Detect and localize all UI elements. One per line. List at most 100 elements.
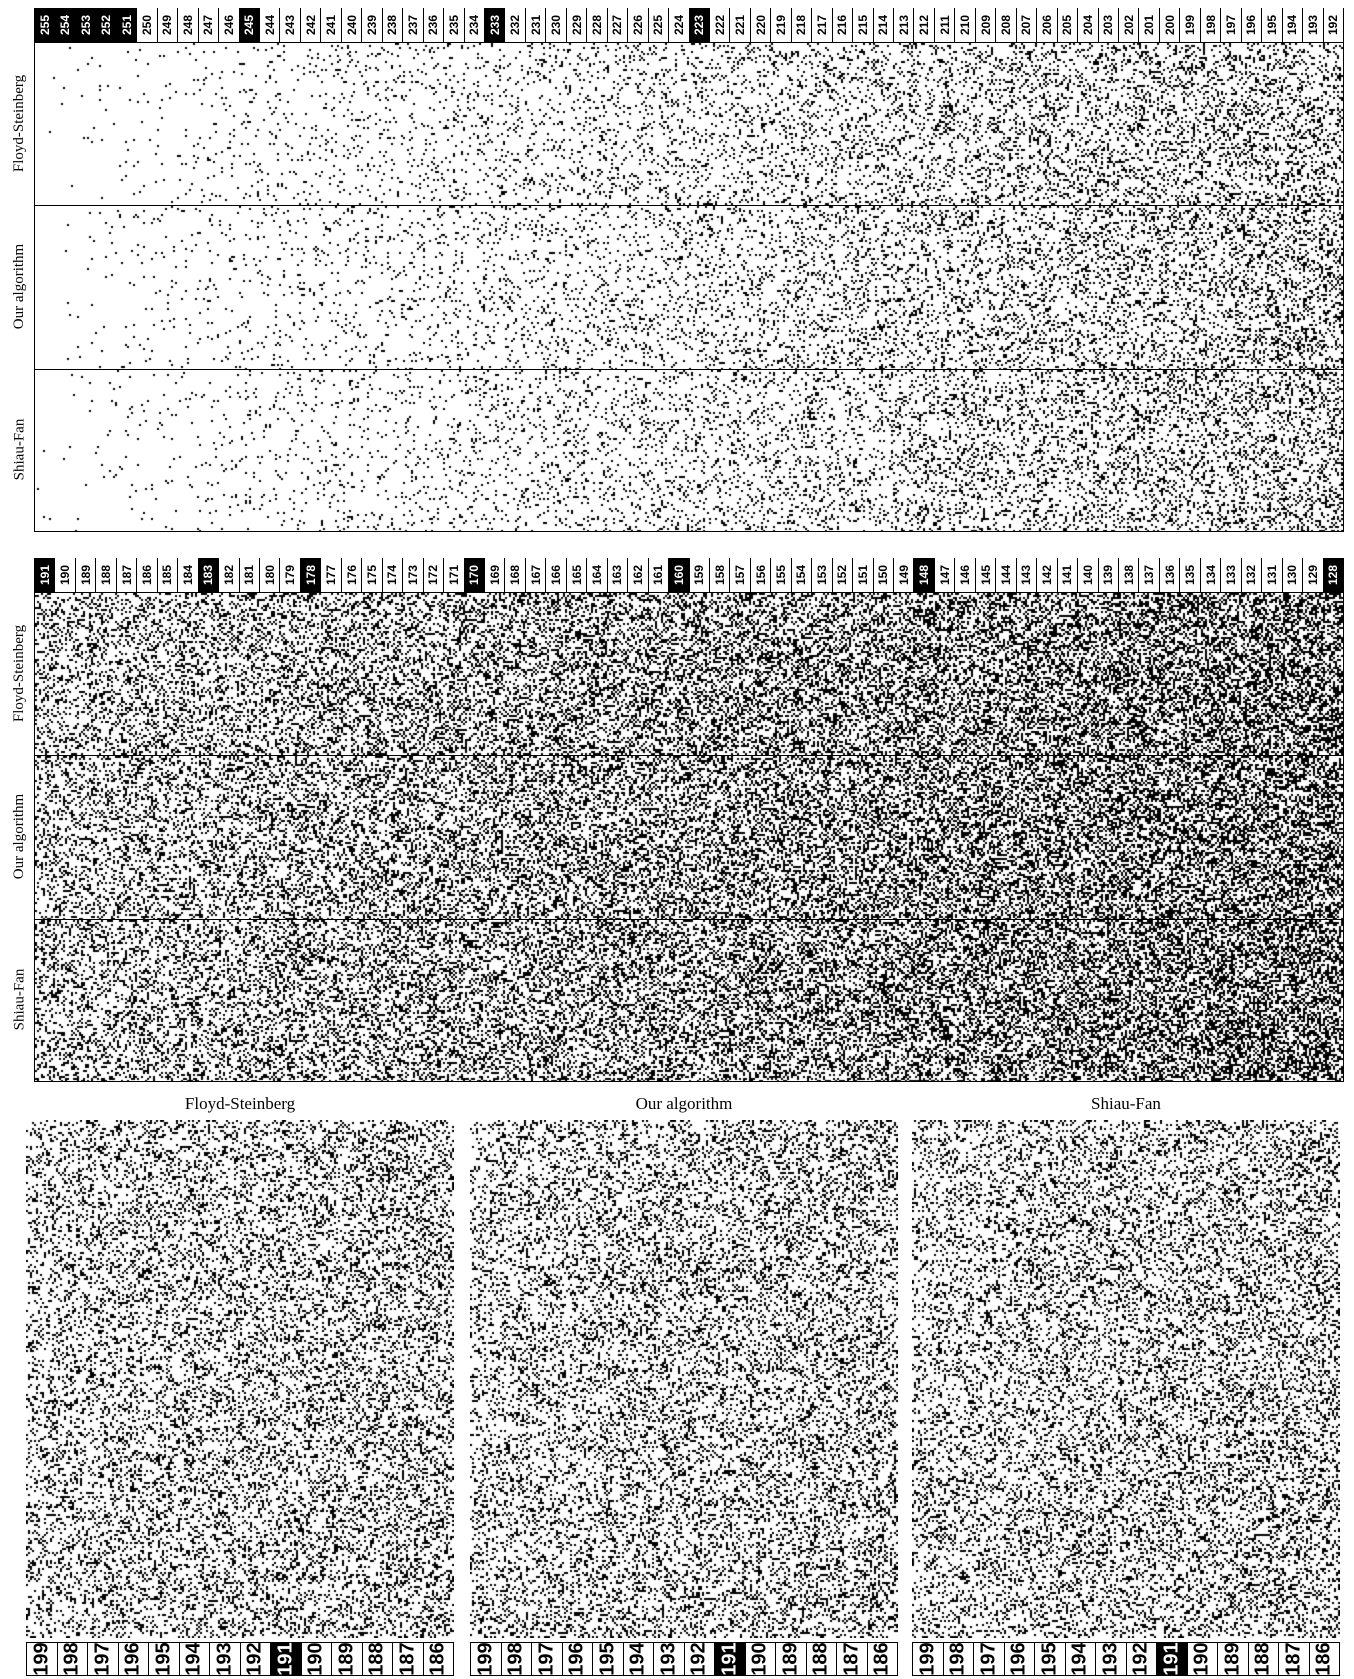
top-level-231: 231: [525, 8, 547, 42]
top-level-label: 196: [1244, 14, 1259, 36]
middle-level-184: 184: [178, 558, 199, 592]
middle-level-144: 144: [996, 558, 1017, 592]
top-level-253: 253: [75, 8, 97, 42]
top-level-247: 247: [198, 8, 220, 42]
bottom-level-label: 198: [60, 1642, 83, 1676]
zoom-dither-shiau-fan: [912, 1120, 1340, 1638]
bottom-level-192: 192: [240, 1642, 271, 1676]
middle-level-label: 174: [385, 564, 400, 586]
bottom-level-198: 198: [501, 1642, 532, 1676]
bottom-level-194: 194: [179, 1642, 210, 1676]
middle-level-label: 179: [283, 564, 298, 586]
middle-level-143: 143: [1016, 558, 1038, 592]
middle-level-187: 187: [116, 558, 138, 592]
top-level-label: 224: [671, 14, 686, 36]
top-dither-area: [34, 42, 1344, 532]
bottom-level-label: 193: [657, 1642, 680, 1676]
top-level-216: 216: [832, 8, 854, 42]
middle-level-label: 184: [180, 564, 195, 586]
bottom-level-199: 199: [26, 1642, 58, 1676]
bottom-level-191: 191: [271, 1642, 302, 1676]
middle-level-label: 139: [1101, 564, 1116, 586]
top-level-199: 199: [1180, 8, 1201, 42]
bottom-level-193: 193: [1096, 1642, 1127, 1676]
top-level-label: 197: [1224, 14, 1238, 36]
bottom-level-197: 197: [88, 1642, 119, 1676]
top-level-229: 229: [566, 8, 588, 42]
bottom-level-label: 191: [274, 1642, 297, 1676]
middle-level-178: 178: [300, 558, 322, 592]
top-level-label: 247: [201, 14, 216, 36]
bottom-level-186: 186: [867, 1642, 898, 1676]
top-level-label: 222: [712, 14, 727, 36]
top-level-206: 206: [1037, 8, 1058, 42]
top-dither-floyd-steinberg: [35, 43, 1343, 205]
middle-level-155: 155: [771, 558, 792, 592]
middle-level-148: 148: [914, 558, 935, 592]
top-level-label: 195: [1264, 14, 1279, 36]
top-level-label: 246: [221, 14, 236, 36]
middle-level-label: 151: [855, 564, 870, 586]
bottom-level-strip-floyd-steinberg: 199 198 197 196 195 194 193 192 191 190 189 188 187 1…: [26, 1642, 454, 1676]
top-dither-shiau-fan: [35, 370, 1343, 531]
bottom-level-label: 192: [687, 1642, 710, 1676]
top-level-label: 210: [958, 14, 973, 36]
middle-level-label: 178: [303, 564, 318, 586]
top-level-227: 227: [607, 8, 629, 42]
top-level-201: 201: [1139, 8, 1160, 42]
middle-level-189: 189: [75, 558, 97, 592]
middle-level-181: 181: [239, 558, 260, 592]
top-level-236: 236: [423, 8, 445, 42]
middle-level-177: 177: [321, 558, 342, 592]
middle-level-146: 146: [955, 558, 976, 592]
bottom-level-label: 187: [1282, 1642, 1305, 1676]
top-level-219: 219: [771, 8, 792, 42]
top-level-238: 238: [382, 8, 404, 42]
middle-level-165: 165: [566, 558, 588, 592]
middle-level-134: 134: [1200, 558, 1222, 592]
bottom-level-label: 195: [152, 1642, 175, 1676]
bottom-level-label: 198: [946, 1642, 969, 1676]
middle-level-188: 188: [96, 558, 117, 592]
bottom-level-label: 190: [748, 1642, 771, 1676]
top-level-198: 198: [1200, 8, 1222, 42]
middle-level-label: 158: [712, 564, 727, 586]
top-level-label: 232: [508, 14, 523, 36]
bottom-level-186: 186: [423, 1642, 454, 1676]
top-level-label: 237: [405, 14, 420, 36]
top-level-226: 226: [628, 8, 649, 42]
top-level-242: 242: [300, 8, 322, 42]
middle-level-label: 169: [487, 564, 502, 586]
middle-level-191: 191: [34, 558, 56, 592]
middle-level-label: 142: [1039, 564, 1054, 586]
middle-level-label: 162: [630, 564, 645, 586]
top-level-232: 232: [505, 8, 526, 42]
middle-level-label: 128: [1326, 564, 1341, 586]
middle-level-label: 140: [1080, 564, 1095, 586]
bottom-level-194: 194: [1065, 1642, 1096, 1676]
bottom-level-191: 191: [715, 1642, 746, 1676]
top-dither-our-algorithm: [35, 206, 1343, 369]
middle-level-137: 137: [1139, 558, 1160, 592]
middle-level-163: 163: [607, 558, 629, 592]
top-level-237: 237: [403, 8, 424, 42]
top-level-label: 194: [1285, 14, 1300, 36]
middle-level-132: 132: [1241, 558, 1263, 592]
top-level-239: 239: [362, 8, 383, 42]
middle-level-label: 176: [344, 564, 359, 586]
top-level-210: 210: [955, 8, 976, 42]
top-level-205: 205: [1057, 8, 1079, 42]
bottom-level-strip-shiau-fan: 199 198 197 196 195 194 193 192 191 190 189 188 187 1…: [912, 1642, 1340, 1676]
bottom-level-187: 187: [393, 1642, 424, 1676]
middle-level-label: 187: [119, 564, 134, 586]
bottom-level-label: 191: [1160, 1642, 1183, 1676]
top-level-223: 223: [689, 8, 710, 42]
middle-level-label: 189: [78, 564, 93, 586]
top-level-label: 192: [1326, 14, 1341, 36]
bottom-level-label: 196: [565, 1642, 588, 1676]
top-level-label: 201: [1142, 14, 1157, 36]
top-level-249: 249: [157, 8, 179, 42]
top-level-label: 203: [1101, 14, 1116, 36]
middle-level-149: 149: [894, 558, 915, 592]
bottom-level-196: 196: [1004, 1642, 1035, 1676]
